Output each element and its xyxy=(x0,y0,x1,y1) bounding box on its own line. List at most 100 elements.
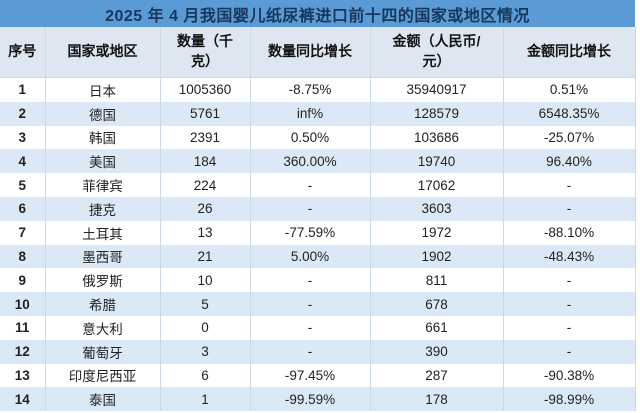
cell-rank: 2 xyxy=(18,106,26,122)
cell-quantity-kg: 5761 xyxy=(159,101,250,126)
table-row: 13 印度尼西亚 6 -97.45% 287 -90.38% xyxy=(0,363,636,388)
cell-amount-rmb: 3603 xyxy=(369,196,503,221)
cell-country: 俄罗斯 xyxy=(44,268,160,293)
cell-quantity-yoy: 360.00% xyxy=(249,149,370,174)
cell-amount-rmb: 35940917 xyxy=(369,77,503,102)
cell-amount-rmb: 128579 xyxy=(369,101,503,126)
table-row: 14 泰国 1 -99.59% 178 -98.99% xyxy=(0,387,636,412)
cell-country: 泰国 xyxy=(44,387,160,412)
column-header-quantity-kg: 数量（千 克） xyxy=(159,27,250,78)
table-title: 2025 年 4 月我国婴儿纸尿裤进口前十四的国家或地区情况 xyxy=(0,0,635,27)
cell-quantity-kg: 1 xyxy=(159,387,250,412)
cell-amount-yoy: - xyxy=(502,173,636,197)
table-body: 1 日本 1005360 -8.75% 35940917 0.51% 2 德国 5761 inf%… xyxy=(0,77,636,412)
cell-country: 土耳其 xyxy=(44,220,160,245)
cell-rank: 12 xyxy=(14,344,30,360)
cell-rank: 8 xyxy=(18,248,26,264)
cell-quantity-yoy: -97.45% xyxy=(249,363,370,388)
cell-country: 意大利 xyxy=(44,315,160,340)
cell-quantity-yoy: -77.59% xyxy=(249,220,370,245)
cell-amount-yoy: - xyxy=(502,268,636,293)
cell-country: 希腊 xyxy=(44,292,160,316)
cell-country: 菲律宾 xyxy=(44,173,160,197)
cell-amount-yoy: -48.43% xyxy=(502,244,636,269)
column-header-rank: 序号 xyxy=(0,27,45,78)
cell-amount-yoy: - xyxy=(502,292,636,316)
cell-country: 美国 xyxy=(44,149,160,174)
cell-quantity-yoy: -99.59% xyxy=(249,387,370,412)
cell-country: 日本 xyxy=(44,77,160,102)
cell-amount-rmb: 1972 xyxy=(369,220,503,245)
cell-rank: 3 xyxy=(18,129,26,145)
column-header-quantity-yoy: 数量同比增长 xyxy=(249,27,370,78)
cell-amount-yoy: -90.38% xyxy=(502,363,636,388)
cell-quantity-kg: 6 xyxy=(159,363,250,388)
cell-quantity-yoy: - xyxy=(249,196,370,221)
cell-country: 捷克 xyxy=(44,196,160,221)
cell-quantity-kg: 3 xyxy=(159,339,250,364)
table-row: 1 日本 1005360 -8.75% 35940917 0.51% xyxy=(0,77,636,102)
cell-quantity-yoy: -8.75% xyxy=(249,77,370,102)
cell-quantity-kg: 2391 xyxy=(159,125,250,150)
cell-amount-yoy: - xyxy=(502,315,636,340)
table-row: 3 韩国 2391 0.50% 103686 -25.07% xyxy=(0,125,636,150)
cell-amount-yoy: 96.40% xyxy=(502,149,636,174)
cell-quantity-kg: 13 xyxy=(159,220,250,245)
cell-rank: 9 xyxy=(18,272,26,288)
cell-amount-yoy: - xyxy=(502,196,636,221)
table-row: 12 葡萄牙 3-390- xyxy=(0,339,636,364)
cell-quantity-kg: 26 xyxy=(159,196,250,221)
cell-quantity-yoy: - xyxy=(249,315,370,340)
cell-quantity-kg: 21 xyxy=(159,244,250,269)
cell-amount-yoy: -88.10% xyxy=(502,220,636,245)
cell-quantity-kg: 0 xyxy=(159,315,250,340)
cell-rank: 6 xyxy=(18,201,26,217)
cell-amount-rmb: 811 xyxy=(369,268,503,293)
table-row: 5 菲律宾 224-17062- xyxy=(0,173,636,197)
cell-amount-rmb: 17062 xyxy=(369,173,503,197)
cell-rank: 1 xyxy=(18,82,26,98)
cell-amount-yoy: -25.07% xyxy=(502,125,636,150)
cell-quantity-yoy: inf% xyxy=(249,101,370,126)
cell-amount-rmb: 390 xyxy=(369,339,503,364)
cell-rank: 5 xyxy=(18,177,26,193)
cell-quantity-yoy: 5.00% xyxy=(249,244,370,269)
cell-rank: 13 xyxy=(14,367,30,383)
cell-amount-rmb: 1902 xyxy=(369,244,503,269)
cell-rank: 11 xyxy=(15,320,30,336)
cell-amount-rmb: 103686 xyxy=(369,125,503,150)
cell-quantity-yoy: - xyxy=(249,339,370,364)
table-row: 6 捷克 26-3603- xyxy=(0,196,636,221)
column-header-country: 国家或地区 xyxy=(44,27,160,78)
header-row: 序号 国家或地区 数量（千 克） 数量同比增长 金额（人民币/ 元） 金额同比增长 xyxy=(0,27,636,78)
cell-amount-yoy: - xyxy=(502,339,636,364)
cell-quantity-yoy: - xyxy=(249,292,370,316)
table-row: 11 意大利 0-661- xyxy=(0,315,636,340)
cell-country: 韩国 xyxy=(44,125,160,150)
cell-amount-rmb: 287 xyxy=(369,363,503,388)
cell-quantity-yoy: - xyxy=(249,173,370,197)
table-row: 4 美国 184 360.00% 19740 96.40% xyxy=(0,149,636,174)
column-header-amount-rmb: 金额（人民币/ 元） xyxy=(369,27,503,78)
cell-amount-rmb: 178 xyxy=(369,387,503,412)
cell-rank: 4 xyxy=(18,153,26,169)
cell-country: 德国 xyxy=(44,101,160,126)
cell-rank: 14 xyxy=(14,391,30,407)
cell-quantity-kg: 10 xyxy=(159,268,250,293)
table-row: 8 墨西哥 21 5.00% 1902 -48.43% xyxy=(0,244,636,269)
cell-quantity-yoy: 0.50% xyxy=(249,125,370,150)
table-row: 9 俄罗斯 10-811- xyxy=(0,268,636,293)
cell-country: 印度尼西亚 xyxy=(44,363,160,388)
cell-amount-rmb: 661 xyxy=(369,315,503,340)
cell-quantity-kg: 224 xyxy=(159,173,250,197)
cell-quantity-kg: 184 xyxy=(159,149,250,174)
cell-amount-yoy: -98.99% xyxy=(502,387,636,412)
cell-quantity-kg: 1005360 xyxy=(159,77,250,102)
cell-rank: 7 xyxy=(18,225,26,241)
table-row: 2 德国 5761 inf% 128579 6548.35% xyxy=(0,101,636,126)
cell-amount-rmb: 19740 xyxy=(369,149,503,174)
cell-amount-yoy: 0.51% xyxy=(502,77,636,102)
cell-country: 葡萄牙 xyxy=(44,339,160,364)
column-header-amount-yoy: 金额同比增长 xyxy=(502,27,636,78)
